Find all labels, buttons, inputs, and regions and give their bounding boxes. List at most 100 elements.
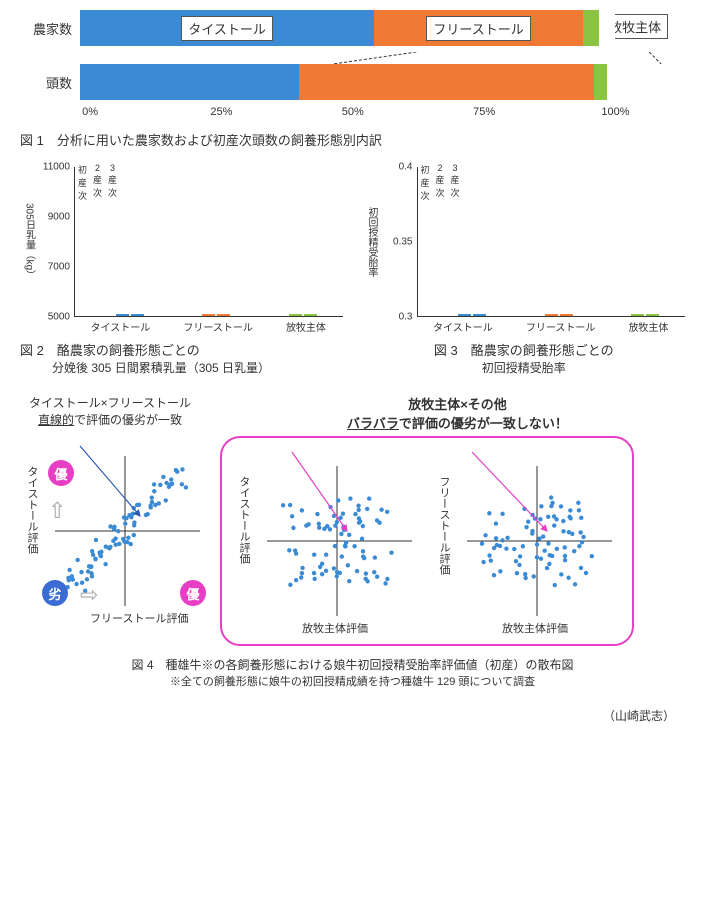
fig3-barchart: 初産次2産次3産次初回授精受胎率0.30.350.4 xyxy=(363,167,686,317)
bar xyxy=(202,314,215,316)
fig4-headline-left: タイストール×フリーストール 直線的で評価の優劣が一致 xyxy=(20,394,200,432)
fig4-scatter-right: フリーストール評価放牧主体評価 xyxy=(432,446,622,636)
bargroup xyxy=(274,314,317,316)
fig1-bar: タイストール フリーストール 放牧主体 xyxy=(80,10,615,46)
barchart-ylabel: 305日乳量（kg） xyxy=(22,203,37,280)
fig4-hl-left-l1: タイストール×フリーストール xyxy=(20,394,200,411)
fig1-stacked-bar: 農家数タイストールフリーストール放牧主体 頭数 0%25%50%75%100% … xyxy=(20,10,685,149)
bar xyxy=(131,314,144,316)
bar xyxy=(560,314,573,316)
fig2-caption-l2: 分娩後 305 日間累積乳量（305 日乳量） xyxy=(20,359,343,376)
fig1-segment xyxy=(594,64,607,100)
fig3-xlabels: タイストール フリーストール 放牧主体 xyxy=(417,319,686,334)
bargroup xyxy=(443,314,486,316)
fig3-caption-l1: 図 3 酪農家の飼養形態ごとの xyxy=(363,340,686,359)
scatter-xlabel: 放牧主体評価 xyxy=(502,620,568,636)
fig1-caption: 図 1 分析に用いた農家数および初産次頭数の飼養形態別内訳 xyxy=(20,130,685,149)
bargroup xyxy=(187,314,230,316)
barchart-xlabel: フリーストール xyxy=(183,319,253,334)
bargroup xyxy=(101,314,144,316)
fig4-headlines: タイストール×フリーストール 直線的で評価の優劣が一致 放牧主体×その他 バラバ… xyxy=(20,394,685,432)
fig2-fig3-row: 初産次2産次3産次305日乳量（kg）50007000900011000 タイス… xyxy=(20,167,685,376)
legend-label: 2産次 xyxy=(436,163,445,202)
barchart-ylabel: 初回授精受胎率 xyxy=(364,207,379,277)
author-credit: （山崎武志） xyxy=(20,707,685,724)
fig1-row-label: 農家数 xyxy=(20,19,80,38)
fig1-segment xyxy=(607,64,615,100)
barchart-ytick: 5000 xyxy=(48,312,70,323)
fig1-tick: 75% xyxy=(464,106,504,118)
fig4-hl-left-l2: 直線的で評価の優劣が一致 xyxy=(20,411,200,428)
fig1-segment: 放牧主体 xyxy=(583,10,599,46)
barchart-ytick: 11000 xyxy=(43,162,70,173)
barchart-xlabel: フリーストール xyxy=(526,319,596,334)
fig4-body: タイストール評価フリーストール評価優優劣⇧⇨ タイストール評価放牧主体評価 フリ… xyxy=(20,436,685,646)
arrow-up-icon: ⇧ xyxy=(48,498,66,524)
legend-label: 3産次 xyxy=(108,163,117,202)
fig2-xlabels: タイストール フリーストール 放牧主体 xyxy=(74,319,343,334)
bar xyxy=(458,314,471,316)
barchart-xlabel: 放牧主体 xyxy=(286,319,326,334)
scatter-ylabel: フリーストール評価 xyxy=(436,476,452,575)
scatter-svg xyxy=(432,446,622,636)
legend-label: 2産次 xyxy=(93,163,102,202)
fig1-segment: タイストール xyxy=(80,10,374,46)
bar xyxy=(545,314,558,316)
fig3-caption-l2: 初回授精受胎率 xyxy=(363,359,686,376)
fig2-panel: 初産次2産次3産次305日乳量（kg）50007000900011000 タイス… xyxy=(20,167,343,376)
fig1-bar xyxy=(80,64,615,100)
fig2-barchart: 初産次2産次3産次305日乳量（kg）50007000900011000 xyxy=(20,167,343,317)
legend-label: 3産次 xyxy=(451,163,460,202)
barchart-ytick: 0.4 xyxy=(399,162,413,173)
barchart-legend: 初産次 2産次 3産次 xyxy=(78,163,117,202)
bar xyxy=(631,314,644,316)
fig1-tick: 50% xyxy=(333,106,373,118)
fig4-caption-l2: ※全ての飼養形態に娘牛の初回授精成績を持つ種雄牛 129 頭について調査 xyxy=(20,673,685,689)
legend-label: 初産次 xyxy=(421,163,430,202)
scatter-ylabel: タイストール評価 xyxy=(24,466,40,554)
scatter-xlabel: 放牧主体評価 xyxy=(302,620,368,636)
barchart-ytick: 7000 xyxy=(48,262,70,273)
bar xyxy=(289,314,302,316)
fig1-connector xyxy=(88,52,685,64)
badge-good-h: 優 xyxy=(180,580,206,606)
fig4-hl-right-l1: 放牧主体×その他 xyxy=(230,394,685,413)
fig1-segment xyxy=(599,10,615,46)
fig1-rows2: 頭数 xyxy=(20,64,685,100)
bar xyxy=(646,314,659,316)
fig4-headline-right: 放牧主体×その他 バラバラで評価の優劣が一致しない！ xyxy=(230,394,685,432)
barchart-xlabel: タイストール xyxy=(433,319,493,334)
scatter-svg xyxy=(232,446,422,636)
barchart-ytick: 0.35 xyxy=(393,237,412,248)
fig1-segment-label: タイストール xyxy=(181,16,273,41)
barchart-ytick: 0.3 xyxy=(399,312,413,323)
fig1-row-label: 頭数 xyxy=(20,73,80,92)
bargroup xyxy=(530,314,573,316)
badge-bad: 劣 xyxy=(42,580,68,606)
fig1-segment xyxy=(299,64,593,100)
bar xyxy=(217,314,230,316)
fig1-x-axis: 0%25%50%75%100% xyxy=(88,106,685,124)
fig1-connector-svg xyxy=(88,52,685,64)
legend-label: 初産次 xyxy=(78,163,87,202)
barchart-xlabel: 放牧主体 xyxy=(628,319,668,334)
fig1-tick: 100% xyxy=(595,106,635,118)
barchart-xlabel: タイストール xyxy=(91,319,151,334)
fig1-segment-label: フリーストール xyxy=(426,16,530,41)
fig1-segment: フリーストール xyxy=(374,10,583,46)
barchart-legend: 初産次 2産次 3産次 xyxy=(421,163,460,202)
arrow-right-icon: ⇨ xyxy=(80,582,98,608)
fig4-scatter-left: タイストール評価フリーストール評価優優劣⇧⇨ xyxy=(20,436,210,626)
bar xyxy=(116,314,129,316)
fig4: タイストール×フリーストール 直線的で評価の優劣が一致 放牧主体×その他 バラバ… xyxy=(20,394,685,689)
fig1-rows: 農家数 タイストール フリーストール 放牧主体 xyxy=(20,10,685,46)
scatter-xlabel: フリーストール評価 xyxy=(90,610,188,626)
scatter-ylabel: タイストール評価 xyxy=(236,476,252,564)
barchart-ytick: 9000 xyxy=(48,212,70,223)
fig1-bar-row: 頭数 xyxy=(20,64,685,100)
fig1-bar-row: 農家数 タイストール フリーストール 放牧主体 xyxy=(20,10,685,46)
bargroup xyxy=(616,314,659,316)
barchart-yaxis: 0.30.350.4 xyxy=(381,167,417,317)
fig4-magenta-box: タイストール評価放牧主体評価 フリーストール評価放牧主体評価 xyxy=(220,436,634,646)
fig1-segment xyxy=(80,64,299,100)
